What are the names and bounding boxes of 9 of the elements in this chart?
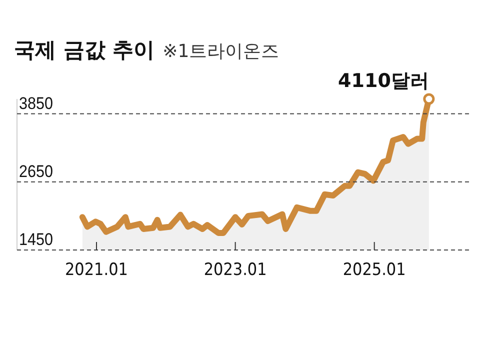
y-tick-label: 1450: [19, 230, 57, 249]
chart-subtitle: ※1트라이온즈: [162, 41, 280, 62]
x-tick-label: 2025.01: [342, 260, 414, 280]
y-tick-label: 2650: [19, 162, 57, 181]
x-tick-label: 2021.01: [64, 260, 136, 280]
x-tick-label: 2023.01: [204, 260, 274, 280]
annotation: 4110달러: [338, 70, 429, 92]
chart-title: 국제 금값 추이: [14, 38, 155, 62]
y-tick-label: 3850: [19, 94, 57, 113]
